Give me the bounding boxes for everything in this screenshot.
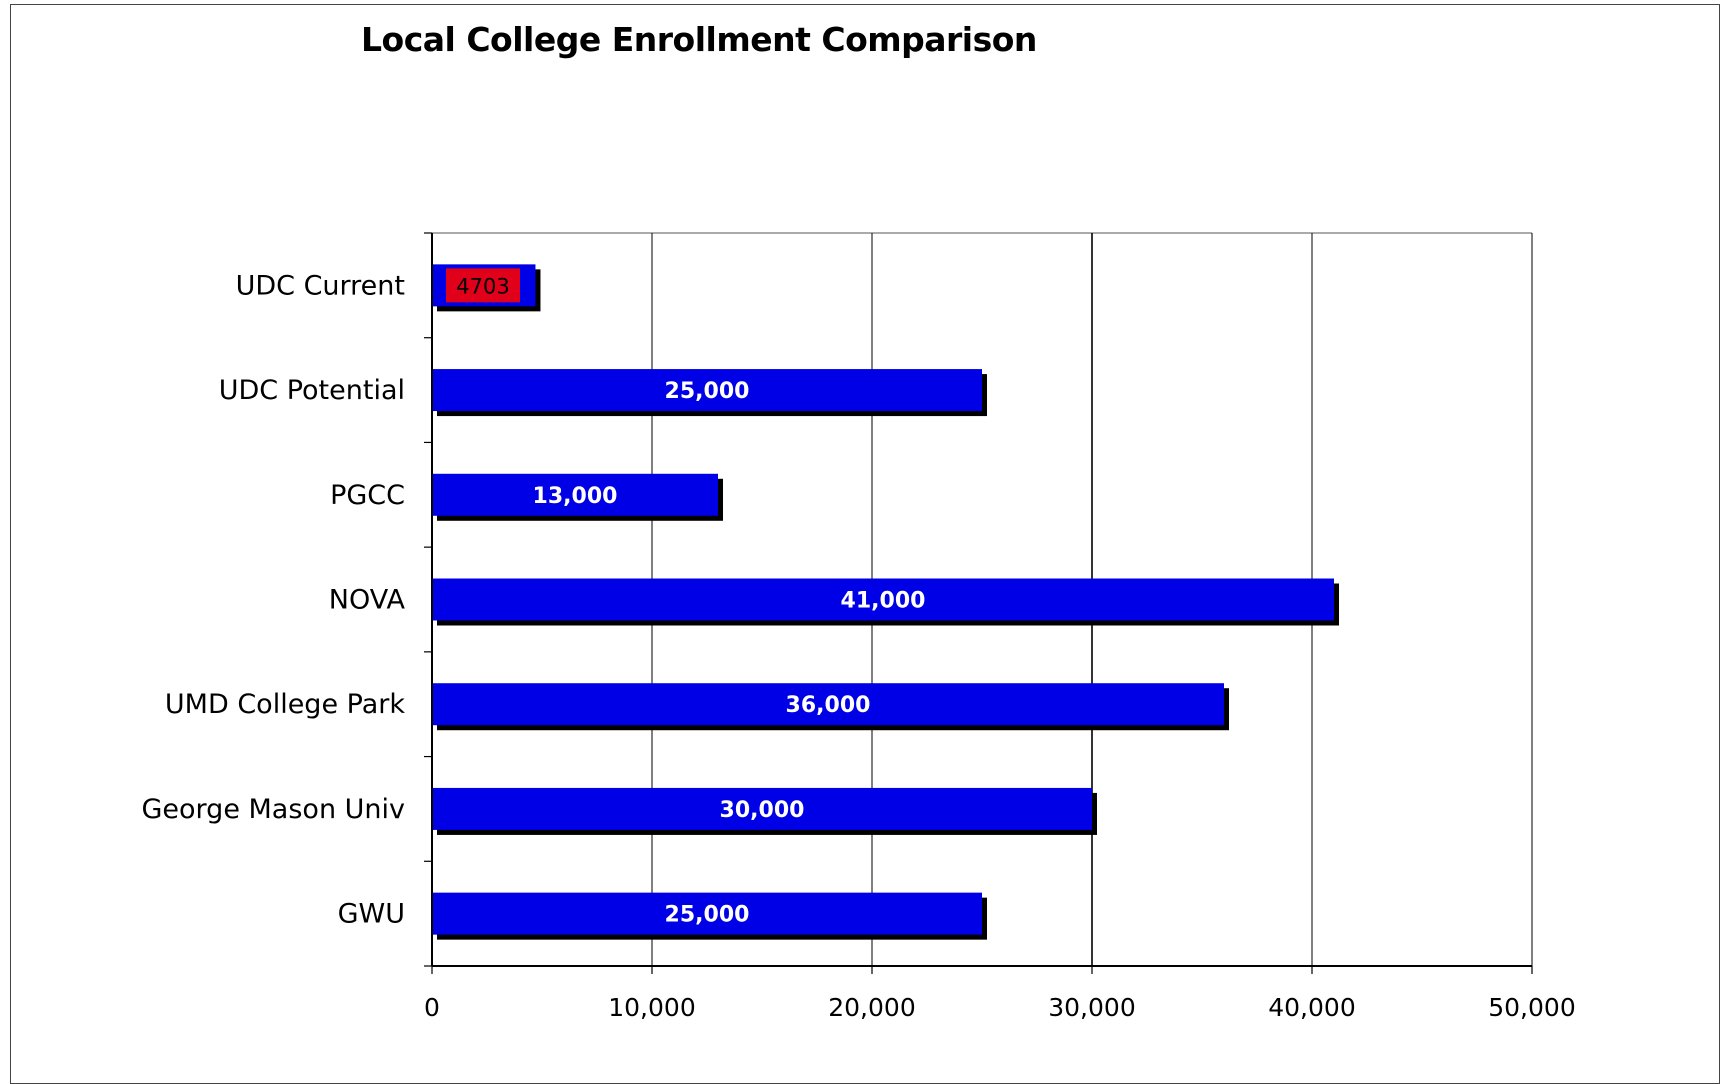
x-tick-label: 20,000 — [828, 993, 915, 1022]
bar — [432, 369, 982, 412]
chart-title: Local College Enrollment Comparison — [361, 20, 1037, 59]
data-label-background — [446, 268, 520, 303]
axes — [424, 232, 1533, 974]
category-label: PGCC — [330, 480, 405, 511]
category-label: George Mason Univ — [142, 794, 406, 825]
x-tick-label: 0 — [424, 993, 440, 1022]
category-label: UMD College Park — [165, 689, 405, 720]
labels: 0 10,000 20,000 30,000 40,000 50,000 UDC Curre… — [142, 268, 1576, 1022]
bar — [432, 892, 982, 935]
data-label: 4703 — [456, 274, 509, 298]
data-label: 25,000 — [665, 379, 750, 404]
category-label: NOVA — [329, 585, 406, 616]
bar — [432, 683, 1224, 726]
x-tick-label: 40,000 — [1268, 993, 1355, 1022]
category-label: UDC Potential — [219, 375, 405, 406]
data-label: 25,000 — [665, 903, 750, 928]
bar — [432, 578, 1334, 621]
category-label: GWU — [338, 899, 405, 930]
category-label: UDC Current — [236, 270, 405, 301]
data-label: 36,000 — [786, 693, 871, 718]
bar — [432, 787, 1092, 830]
x-tick-label: 50,000 — [1488, 993, 1575, 1022]
data-label: 30,000 — [720, 798, 805, 823]
bar — [432, 473, 718, 516]
x-tick-label: 10,000 — [608, 993, 695, 1022]
x-tick-label: 30,000 — [1048, 993, 1135, 1022]
data-label: 41,000 — [841, 589, 926, 614]
data-label: 13,000 — [533, 484, 618, 509]
